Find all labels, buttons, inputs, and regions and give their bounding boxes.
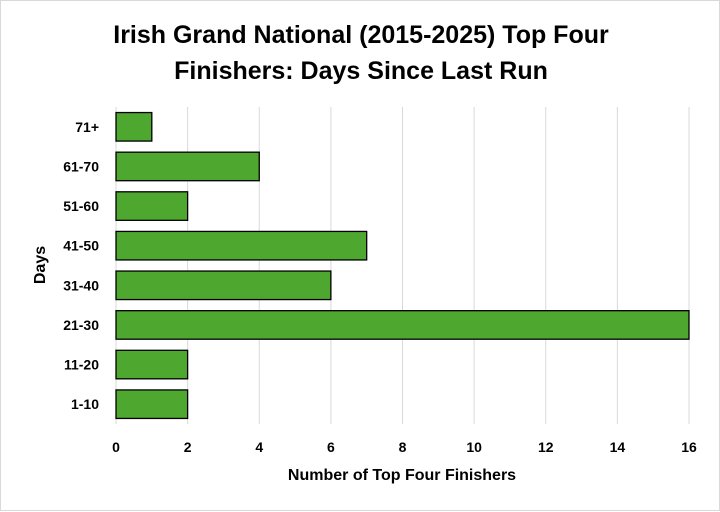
- y-tick-label: 1-10: [71, 396, 99, 412]
- bar-71+: [115, 111, 153, 142]
- bar-41-50: [115, 230, 368, 261]
- y-tick-label: 71+: [75, 119, 99, 135]
- bar-51-60: [115, 191, 189, 221]
- chart-title-line-2: Finishers: Days Since Last Run: [174, 57, 548, 85]
- y-tick-label: 31-40: [63, 277, 99, 293]
- chart-title-line-1: Irish Grand National (2015-2025) Top Fou…: [113, 21, 609, 49]
- bar-1-10: [115, 389, 189, 420]
- x-tick-label: 8: [399, 439, 407, 455]
- x-tick-label: 14: [610, 439, 626, 455]
- bar-11-20: [115, 349, 189, 380]
- x-tick-labels: 0 2 4 6 8 10 12 14 16: [112, 439, 697, 455]
- x-tick-label: 2: [184, 439, 192, 455]
- x-tick-label: 16: [681, 439, 697, 455]
- bars: [115, 111, 690, 420]
- x-tick-label: 10: [466, 439, 482, 455]
- y-tick-label: 41-50: [63, 238, 99, 254]
- bar-61-70: [115, 151, 260, 182]
- y-axis-title: Days: [32, 246, 49, 284]
- y-tick-label: 21-30: [63, 317, 99, 333]
- bar-31-40: [115, 270, 332, 301]
- bar-21-30: [115, 310, 690, 340]
- y-tick-label: 61-70: [63, 158, 99, 174]
- y-tick-label: 51-60: [63, 198, 99, 214]
- x-tick-label: 6: [327, 439, 335, 455]
- x-axis-title: Number of Top Four Finishers: [288, 467, 516, 484]
- y-tick-label: 11-20: [64, 357, 99, 373]
- x-tick-label: 4: [255, 439, 263, 455]
- y-tick-labels: 1-10 11-20 21-30 31-40 41-50 51-60 61-70 71+: [63, 119, 99, 412]
- x-tick-label: 12: [538, 439, 554, 455]
- x-tick-label: 0: [112, 439, 120, 455]
